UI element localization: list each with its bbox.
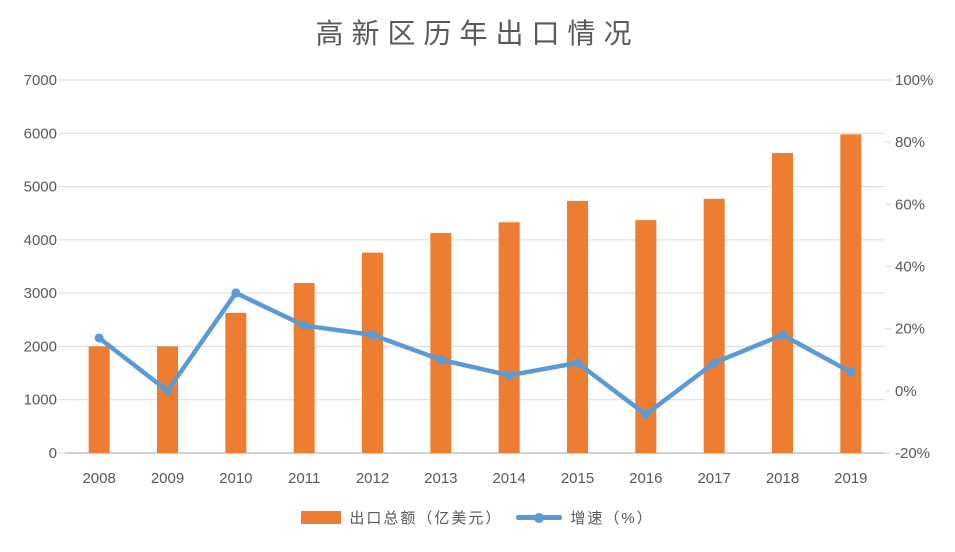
line-marker <box>641 409 651 419</box>
bar <box>88 346 110 453</box>
line-marker <box>299 321 309 331</box>
line-marker <box>368 330 377 340</box>
line-marker <box>778 330 787 340</box>
growth-line <box>96 290 854 417</box>
left-axis-label: 6000 <box>24 125 57 142</box>
line-marker <box>846 367 856 377</box>
right-axis-label: 0% <box>895 383 917 400</box>
line-marker <box>504 370 514 380</box>
bar <box>498 222 520 453</box>
left-axis-label: 2000 <box>24 338 57 355</box>
x-axis-label: 2015 <box>561 470 594 487</box>
x-axis-label: 2013 <box>424 470 457 487</box>
left-axis-label: 1000 <box>24 392 57 409</box>
line-marker <box>436 355 446 365</box>
legend-label-exports: 出口总额（亿美元） <box>349 510 503 527</box>
bar <box>225 312 247 453</box>
right-axis-label: 20% <box>895 321 925 338</box>
left-axis-label: 7000 <box>24 72 57 89</box>
x-axis-label: 2019 <box>834 470 867 487</box>
line-series-swatch <box>516 512 563 523</box>
bar <box>567 200 588 453</box>
line-marker <box>163 386 172 396</box>
right-axis-label: 80% <box>895 134 925 151</box>
bar <box>635 220 657 453</box>
right-axis-label: 40% <box>895 259 925 276</box>
left-axis-label: 0 <box>49 445 57 462</box>
left-axis-label: 3000 <box>24 285 57 302</box>
bar <box>772 153 793 453</box>
x-axis-label: 2009 <box>151 470 184 487</box>
bar <box>703 198 725 453</box>
x-axis-label: 2011 <box>288 470 320 487</box>
right-axis-label: -20% <box>895 445 930 462</box>
x-axis-label: 2014 <box>492 470 525 487</box>
x-axis-label: 2018 <box>766 470 799 487</box>
bar <box>293 283 315 453</box>
x-axis-label: 2012 <box>356 470 389 487</box>
x-axis-label: 2017 <box>697 470 730 487</box>
legend-label-growth: 增速（%） <box>570 510 654 527</box>
bar <box>840 134 862 453</box>
line-marker <box>573 358 582 368</box>
legend-item-exports: 出口总额（亿美元） <box>301 507 502 528</box>
bar <box>157 346 178 453</box>
line-marker <box>94 333 104 343</box>
line-marker <box>709 358 719 368</box>
legend-item-growth: 增速（%） <box>516 507 653 528</box>
left-axis-label: 4000 <box>24 232 57 249</box>
x-axis-label: 2008 <box>82 470 115 487</box>
chart-title: 高新区历年出口情况 <box>315 17 640 50</box>
bar <box>430 232 452 453</box>
line-series-marker-icon <box>534 512 545 523</box>
x-axis-label: 2010 <box>219 470 252 487</box>
right-axis-label: 60% <box>895 196 925 213</box>
left-axis-label: 5000 <box>24 179 57 196</box>
legend: 出口总额（亿美元） 增速（%） <box>0 507 955 528</box>
bar-series-swatch <box>301 511 342 524</box>
right-axis-label: 100% <box>895 72 933 89</box>
bar <box>362 252 383 453</box>
line-marker <box>231 288 241 298</box>
x-axis-label: 2016 <box>629 470 662 487</box>
